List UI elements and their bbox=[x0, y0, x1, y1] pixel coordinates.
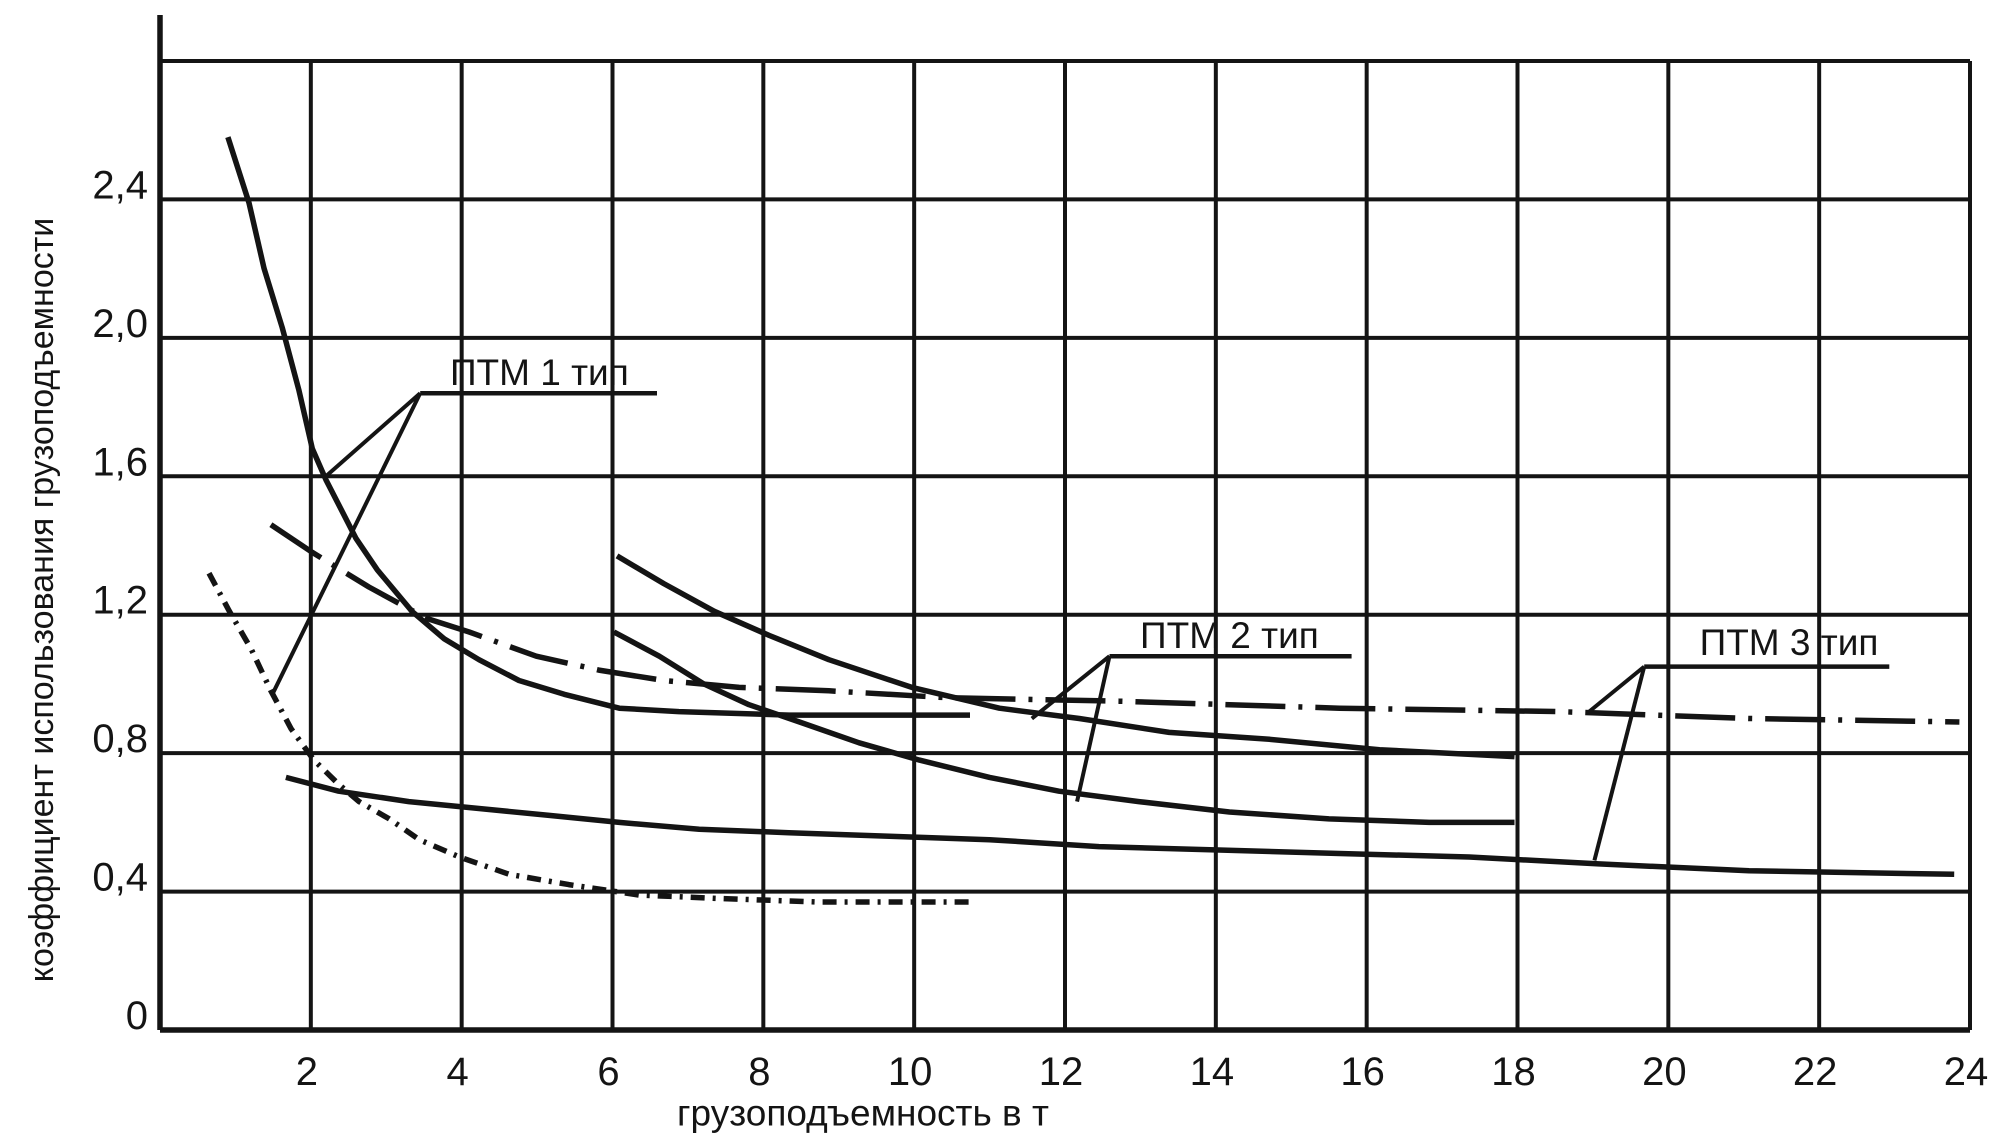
label-ptm-3-text: ПТМ 3 тип bbox=[1700, 622, 1879, 663]
x-tick-label-12: 12 bbox=[1039, 1050, 1084, 1094]
y-tick-label-1_6: 1,6 bbox=[92, 440, 148, 484]
curve-ptm1-curve-b bbox=[206, 571, 975, 905]
x-tick-label-20: 20 bbox=[1642, 1050, 1687, 1094]
y-tick-label-0_4: 0,4 bbox=[92, 856, 148, 900]
y-tick-label-2_0: 2,0 bbox=[92, 302, 148, 346]
label-ptm-1-leader-1 bbox=[324, 391, 422, 478]
curve-ptm3-curve-b bbox=[285, 774, 1955, 878]
label-ptm-3-leader-1 bbox=[1587, 665, 1646, 714]
x-tick-label-22: 22 bbox=[1793, 1050, 1838, 1094]
x-tick-label-2: 2 bbox=[296, 1050, 318, 1094]
label-ptm-1-text: ПТМ 1 тип bbox=[450, 352, 629, 393]
x-axis-title: грузоподъемность в т bbox=[677, 1093, 1049, 1134]
x-tick-label-14: 14 bbox=[1190, 1050, 1235, 1094]
label-ptm-3-leader-2 bbox=[1592, 666, 1647, 861]
x-tick-label-8: 8 bbox=[748, 1050, 770, 1094]
y-tick-label-0_8: 0,8 bbox=[92, 717, 148, 761]
x-tick-label-18: 18 bbox=[1491, 1050, 1536, 1094]
y-tick-label-0: 0 bbox=[126, 994, 148, 1038]
x-tick-label-10: 10 bbox=[888, 1050, 933, 1094]
y-tick-label-2_4: 2,4 bbox=[92, 163, 148, 207]
label-ptm-2-text: ПТМ 2 тип bbox=[1140, 615, 1319, 656]
y-tick-label-1_2: 1,2 bbox=[92, 579, 148, 623]
y-axis-title: коэффициент использования грузоподъемнос… bbox=[23, 218, 61, 983]
label-ptm-2-leader-2 bbox=[1075, 655, 1112, 803]
x-tick-label-24: 24 bbox=[1944, 1050, 1989, 1094]
curve-ptm3-curve-a bbox=[269, 522, 1960, 725]
label-ptm-1-leader-2 bbox=[270, 392, 422, 696]
label-ptm-2-leader-1 bbox=[1030, 654, 1111, 721]
x-tick-label-4: 4 bbox=[447, 1050, 469, 1094]
x-tick-label-6: 6 bbox=[597, 1050, 619, 1094]
x-tick-label-16: 16 bbox=[1340, 1050, 1385, 1094]
